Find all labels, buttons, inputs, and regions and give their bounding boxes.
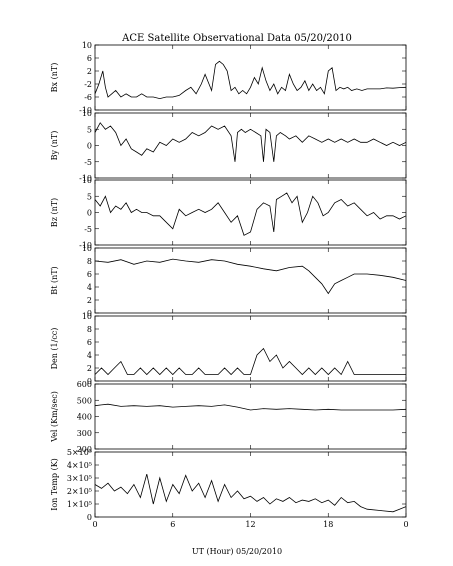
y-tick-label: 6 (87, 54, 92, 63)
y-tick-label: 500 (77, 396, 92, 405)
y-tick-label: 10 (82, 41, 92, 50)
series-line (94, 60, 407, 100)
panel-frame (94, 44, 407, 111)
panel-frame (94, 315, 407, 382)
y-tick-label: 1×10⁵ (67, 500, 92, 509)
y-tick-label: -10 (79, 106, 92, 115)
y-tick-label: 5×10⁵ (67, 448, 92, 457)
y-tick-label: -6 (84, 93, 92, 102)
series-line (94, 258, 407, 295)
panel-1: -10 -6 -2 2 6 10 Bx (nT) (50, 41, 407, 115)
y-tick-label: 10 (82, 244, 92, 253)
y-tick-label: 4×10⁵ (67, 461, 92, 470)
x-tick-label: 12 (245, 520, 255, 529)
y-axis-label: Vel (Km/sec) (50, 391, 59, 443)
y-axis-label: Bt (nT) (50, 266, 59, 294)
y-axis-label: Bz (nT) (50, 198, 59, 227)
panel-frame (94, 112, 407, 179)
y-tick-label: -5 (84, 225, 92, 234)
y-axis-label: Ion Temp (K) (50, 458, 59, 511)
y-tick-label: -2 (84, 80, 92, 89)
chart-title: ACE Satellite Observational Data 05/20/2… (121, 33, 352, 44)
y-tick-label: 10 (82, 312, 92, 321)
y-tick-label: 10 (82, 109, 92, 118)
series-line (94, 122, 407, 162)
panel-frame (94, 247, 407, 314)
y-tick-label: 5 (87, 192, 92, 201)
y-tick-label: 2 (87, 296, 92, 305)
panel-3: -10 -5 0 5 10 Bz (nT) (50, 176, 407, 250)
y-tick-label: 8 (87, 257, 92, 266)
y-tick-label: 2 (87, 364, 92, 373)
y-tick-label: 0 (87, 142, 92, 151)
panel-frame (94, 383, 407, 450)
y-axis-label: Den (1/cc) (50, 328, 59, 370)
x-axis-label: UT (Hour) 05/20/2010 (192, 547, 282, 556)
panel-7: 0 1×10⁵ 2×10⁵ 3×10⁵ 4×10⁵ 5×10⁵ 0 6 12 18 0 Ion Tem… (50, 448, 409, 529)
y-tick-label: 4 (87, 351, 92, 360)
x-tick-label: 0 (92, 520, 97, 529)
y-tick-label: 10 (82, 176, 92, 185)
y-tick-label: 6 (87, 338, 92, 347)
y-tick-label: 6 (87, 270, 92, 279)
y-tick-label: 200 (77, 445, 92, 454)
y-tick-label: -10 (79, 174, 92, 183)
panel-frame (94, 451, 407, 518)
y-axis-label: By (nT) (50, 131, 59, 161)
y-tick-label: -10 (79, 241, 92, 250)
y-tick-label: 400 (77, 413, 92, 422)
y-tick-label: 0 (87, 309, 92, 318)
y-tick-label: -5 (84, 158, 92, 167)
series-line (94, 347, 406, 376)
panel-5: 0 2 4 6 8 10 Den (1/cc) (50, 312, 407, 386)
y-tick-label: 4 (87, 283, 92, 292)
y-tick-label: 3×10⁵ (67, 474, 92, 483)
series-line (94, 403, 407, 411)
y-tick-label: 2×10⁵ (67, 487, 92, 496)
y-axis-label: Bx (nT) (50, 63, 59, 93)
y-tick-label: 2 (87, 67, 92, 76)
x-tick-label: 18 (323, 520, 333, 529)
panel-6: 200 300 400 500 600 Vel (Km/sec) (50, 380, 407, 454)
y-tick-label: 300 (77, 429, 92, 438)
x-tick-label: 0 (403, 520, 408, 529)
y-tick-label: 8 (87, 325, 92, 334)
y-tick-label: 5 (87, 125, 92, 134)
y-tick-label: 600 (77, 380, 92, 389)
panel-4: 0 2 4 6 8 10 Bt (nT) (50, 244, 407, 318)
y-tick-label: 0 (87, 377, 92, 386)
panel-2: -10 -5 0 5 10 By (nT) (50, 109, 407, 183)
y-tick-label: 0 (87, 513, 92, 522)
x-tick-label: 6 (170, 520, 175, 529)
series-line (94, 473, 407, 513)
y-tick-label: 0 (87, 209, 92, 218)
series-line (94, 192, 407, 236)
